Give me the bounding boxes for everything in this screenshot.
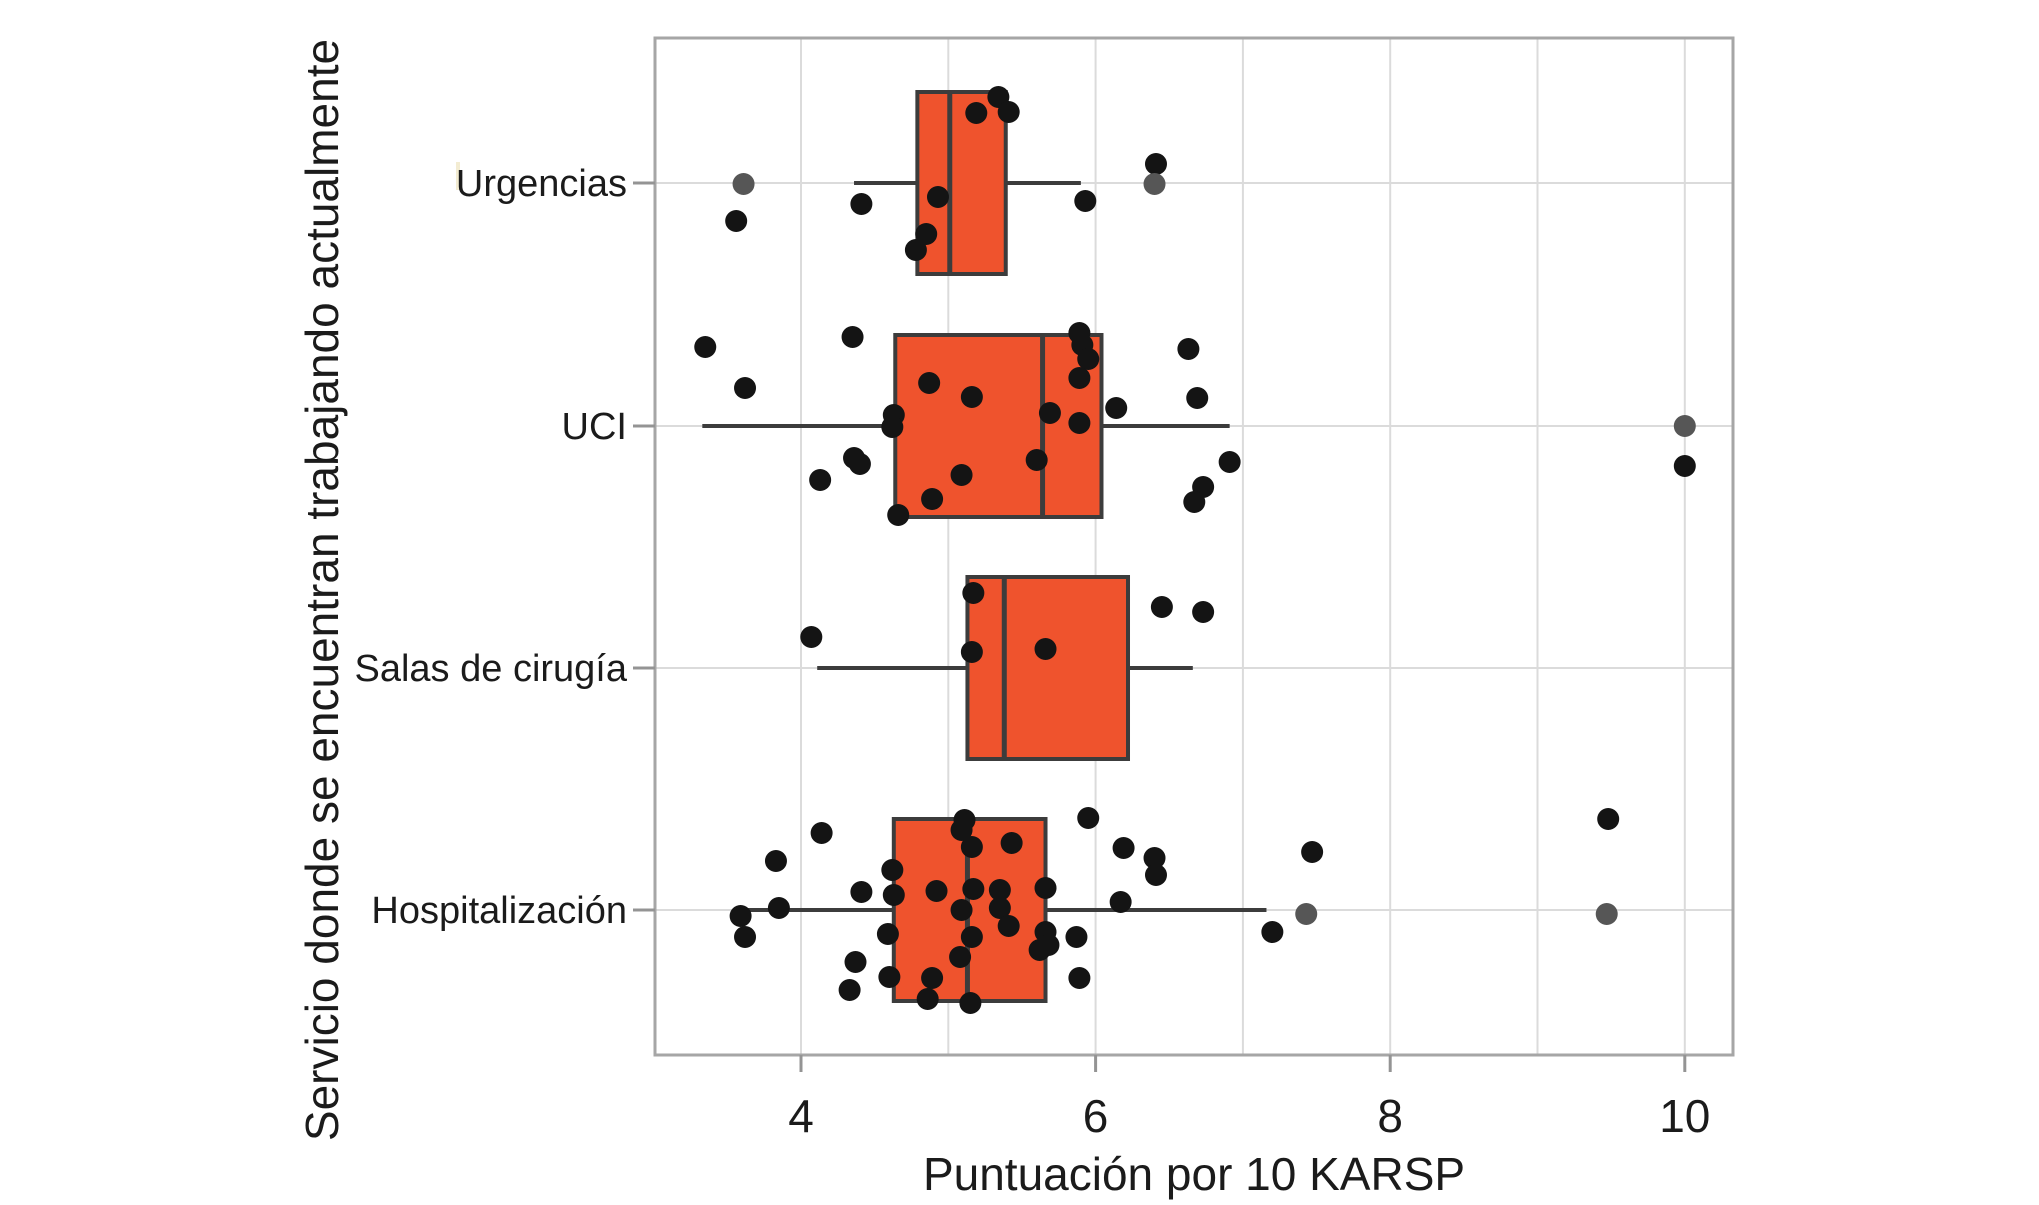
box-0 bbox=[915, 90, 1008, 276]
jitter-point-87 bbox=[1597, 808, 1620, 830]
jitter-point-29 bbox=[1077, 348, 1100, 370]
jitter-point-22 bbox=[950, 464, 973, 486]
jitter-point-31 bbox=[1068, 412, 1091, 434]
jitter-point-42 bbox=[960, 641, 983, 663]
jitter-point-60 bbox=[925, 880, 948, 902]
jitter-point-40 bbox=[800, 626, 823, 648]
box-2 bbox=[965, 575, 1131, 761]
jitter-point-65 bbox=[950, 899, 973, 921]
x-tick-label-10: 10 bbox=[1659, 1090, 1710, 1142]
jitter-point-72 bbox=[1000, 832, 1023, 854]
jitter-point-37 bbox=[1183, 491, 1206, 513]
jitter-point-81 bbox=[1112, 837, 1135, 859]
jitter-point-78 bbox=[1068, 967, 1091, 989]
jitter-point-71 bbox=[997, 915, 1020, 937]
jitter-point-8 bbox=[997, 101, 1020, 123]
jitter-point-47 bbox=[734, 926, 757, 948]
category-label-3: Hospitalización bbox=[371, 890, 627, 932]
jitter-point-12 bbox=[694, 336, 717, 358]
x-tick-label-4: 4 bbox=[788, 1090, 814, 1142]
jitter-point-13 bbox=[734, 377, 757, 399]
jitter-point-35 bbox=[1218, 451, 1241, 473]
x-axis-title: Puntuación por 10 KARSP bbox=[922, 1148, 1466, 1200]
jitter-point-9 bbox=[1074, 190, 1097, 212]
jitter-point-69 bbox=[988, 879, 1011, 901]
jitter-point-64 bbox=[962, 878, 985, 900]
jitter-point-50 bbox=[810, 822, 833, 844]
jitter-point-56 bbox=[876, 923, 899, 945]
jitter-point-45 bbox=[1192, 601, 1215, 623]
jitter-point-0 bbox=[732, 173, 755, 195]
jitter-point-1 bbox=[725, 210, 748, 232]
plot-border bbox=[653, 36, 1735, 1057]
category-label-2: Salas de cirugía bbox=[355, 648, 628, 690]
jitter-point-3 bbox=[926, 186, 949, 208]
jitter-point-30 bbox=[1068, 367, 1091, 389]
jitter-point-39 bbox=[1673, 455, 1696, 477]
jitter-point-23 bbox=[918, 372, 941, 394]
jitter-point-16 bbox=[881, 416, 904, 438]
category-label-1: UCI bbox=[562, 406, 627, 448]
y-axis-title: Servicio donde se encuentran trabajando … bbox=[296, 38, 348, 1142]
jitter-point-14 bbox=[841, 326, 864, 348]
jitter-point-49 bbox=[767, 897, 790, 919]
jitter-point-4 bbox=[915, 223, 938, 245]
jitter-point-58 bbox=[916, 988, 939, 1010]
jitter-point-66 bbox=[960, 926, 983, 948]
x-tick-label-8: 8 bbox=[1377, 1090, 1403, 1142]
jitter-point-82 bbox=[1143, 847, 1166, 869]
jitter-point-10 bbox=[1144, 153, 1167, 175]
jitter-point-5 bbox=[904, 239, 927, 261]
jitter-point-79 bbox=[1077, 807, 1100, 829]
jitter-point-6 bbox=[965, 102, 988, 124]
jitter-point-63 bbox=[960, 836, 983, 858]
jitter-point-19 bbox=[809, 469, 832, 491]
category-label-0: Urgencias bbox=[456, 163, 627, 205]
jitter-point-2 bbox=[850, 193, 873, 215]
box-1 bbox=[893, 333, 1104, 519]
jitter-point-85 bbox=[1295, 903, 1318, 925]
jitter-point-83 bbox=[1144, 864, 1167, 886]
jitter-point-43 bbox=[1034, 638, 1057, 660]
jitter-point-38 bbox=[1673, 415, 1696, 437]
jitter-point-34 bbox=[1186, 387, 1209, 409]
jitter-point-84 bbox=[1301, 841, 1324, 863]
jitter-point-62 bbox=[950, 819, 973, 841]
jitter-point-77 bbox=[1065, 926, 1088, 948]
jitter-point-80 bbox=[1109, 891, 1132, 913]
jitter-point-53 bbox=[838, 979, 861, 1001]
jitter-point-70 bbox=[988, 897, 1011, 919]
jitter-point-25 bbox=[1025, 449, 1048, 471]
jitter-point-11 bbox=[1143, 173, 1166, 195]
jitter-point-54 bbox=[881, 859, 904, 881]
jitter-point-55 bbox=[882, 884, 905, 906]
jitter-point-44 bbox=[1150, 596, 1173, 618]
jitter-point-20 bbox=[887, 504, 910, 526]
jitter-point-52 bbox=[844, 951, 867, 973]
jitter-point-41 bbox=[962, 582, 985, 604]
jitter-point-32 bbox=[1105, 397, 1128, 419]
jitter-point-48 bbox=[764, 850, 787, 872]
jitter-point-88 bbox=[1595, 903, 1618, 925]
jitter-point-24 bbox=[960, 386, 983, 408]
x-tick-label-6: 6 bbox=[1083, 1090, 1109, 1142]
jitter-point-46 bbox=[729, 905, 752, 927]
jitter-point-67 bbox=[949, 946, 972, 968]
jitter-point-57 bbox=[878, 966, 901, 988]
jitter-point-73 bbox=[1034, 877, 1057, 899]
jitter-point-86 bbox=[1261, 921, 1284, 943]
jitter-point-21 bbox=[921, 488, 944, 510]
label-cursor-artifact bbox=[456, 162, 460, 190]
jitter-point-59 bbox=[921, 967, 944, 989]
jitter-point-51 bbox=[850, 881, 873, 903]
jitter-point-18 bbox=[848, 453, 871, 475]
jitter-point-76 bbox=[1028, 939, 1051, 961]
jitter-point-26 bbox=[1038, 402, 1061, 424]
jitter-point-33 bbox=[1177, 338, 1200, 360]
jitter-point-68 bbox=[959, 992, 982, 1014]
